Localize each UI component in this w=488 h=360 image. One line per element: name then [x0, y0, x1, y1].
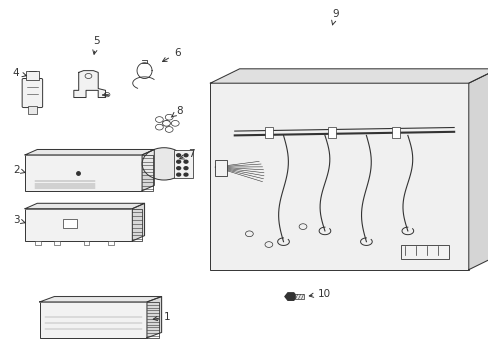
- Bar: [264, 127, 272, 138]
- Circle shape: [142, 148, 185, 180]
- Circle shape: [183, 173, 187, 176]
- Bar: [391, 127, 399, 138]
- Text: 6: 6: [162, 48, 180, 62]
- Bar: [328, 127, 335, 138]
- Bar: [62, 219, 77, 228]
- Polygon shape: [147, 297, 161, 338]
- Text: 10: 10: [308, 289, 330, 298]
- Bar: [25, 155, 142, 191]
- Polygon shape: [210, 69, 488, 83]
- Circle shape: [183, 167, 187, 170]
- Bar: [210, 83, 468, 270]
- Bar: [215, 160, 227, 176]
- Bar: [40, 302, 147, 338]
- Text: 8: 8: [171, 105, 183, 117]
- Polygon shape: [25, 203, 144, 209]
- Polygon shape: [25, 149, 154, 155]
- Bar: [54, 241, 60, 245]
- Circle shape: [183, 160, 187, 163]
- Bar: [83, 241, 89, 245]
- Bar: [27, 106, 37, 114]
- Polygon shape: [74, 71, 105, 98]
- Bar: [173, 149, 193, 178]
- Bar: [400, 244, 448, 259]
- Text: 3: 3: [13, 215, 25, 225]
- Polygon shape: [285, 293, 296, 300]
- Bar: [25, 209, 132, 241]
- Bar: [35, 241, 41, 245]
- Circle shape: [176, 167, 180, 170]
- Bar: [25, 71, 39, 80]
- Polygon shape: [468, 69, 488, 270]
- Text: 5: 5: [93, 36, 100, 54]
- Circle shape: [176, 154, 180, 157]
- Circle shape: [183, 154, 187, 157]
- Bar: [294, 294, 303, 299]
- Polygon shape: [132, 203, 144, 241]
- Text: 7: 7: [180, 149, 195, 159]
- Text: 9: 9: [331, 9, 338, 25]
- Bar: [108, 241, 114, 245]
- Circle shape: [176, 173, 180, 176]
- FancyBboxPatch shape: [22, 78, 42, 108]
- Polygon shape: [142, 149, 154, 191]
- Text: 1: 1: [153, 312, 170, 322]
- Text: 4: 4: [13, 68, 26, 78]
- Polygon shape: [40, 297, 161, 302]
- Circle shape: [176, 160, 180, 163]
- Text: 2: 2: [13, 165, 25, 175]
